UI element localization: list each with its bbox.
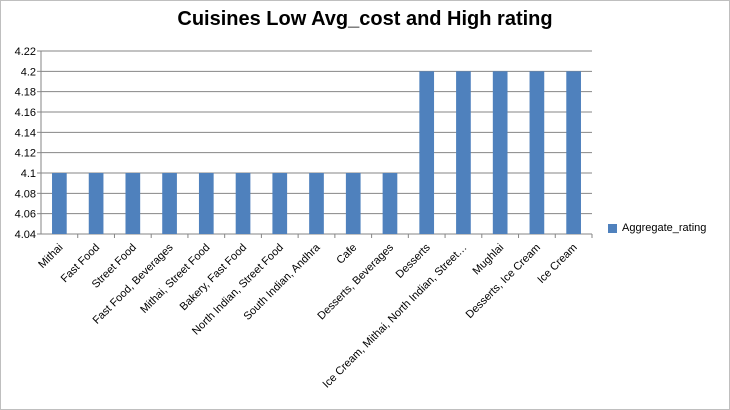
- bar: [529, 71, 545, 234]
- x-category-label: Desserts, Ice Cream: [464, 242, 543, 321]
- x-category-label: Mithai, Street Food: [138, 242, 212, 316]
- y-tick-label: 4.2: [21, 66, 36, 78]
- bar: [492, 71, 508, 234]
- bar: [456, 71, 471, 234]
- y-tick-label: 4.04: [15, 229, 36, 241]
- bar: [309, 173, 324, 234]
- y-tick-label: 4.08: [15, 188, 36, 200]
- x-category-label: Mughlai: [471, 242, 507, 278]
- legend-swatch: [608, 223, 617, 233]
- y-tick-label: 4.18: [15, 87, 36, 99]
- bar: [125, 173, 141, 234]
- y-tick-label: 4.06: [15, 209, 36, 221]
- bar: [52, 173, 67, 234]
- bar: [419, 71, 435, 234]
- bar: [566, 71, 581, 234]
- bar: [162, 173, 177, 234]
- y-tick-label: 4.1: [21, 168, 36, 180]
- bar: [235, 173, 251, 234]
- x-category-label: Cafe: [334, 242, 359, 267]
- y-tick-label: 4.14: [15, 127, 36, 139]
- y-tick-label: 4.16: [15, 107, 36, 119]
- bar: [198, 173, 214, 234]
- x-category-label: Mithai: [36, 242, 65, 271]
- y-tick-label: 4.12: [15, 148, 36, 160]
- x-category-label: Ice Cream: [535, 242, 579, 286]
- bar: [345, 173, 361, 234]
- x-category-label: Bakery, Fast Food: [178, 242, 249, 313]
- bar: [272, 173, 288, 234]
- legend: Aggregate_rating: [608, 222, 706, 234]
- bar: [88, 173, 104, 234]
- chart-title: Cuisines Low Avg_cost and High rating: [177, 8, 553, 30]
- bar: [382, 173, 398, 234]
- legend-label: Aggregate_rating: [622, 222, 707, 234]
- y-tick-label: 4.22: [15, 46, 36, 58]
